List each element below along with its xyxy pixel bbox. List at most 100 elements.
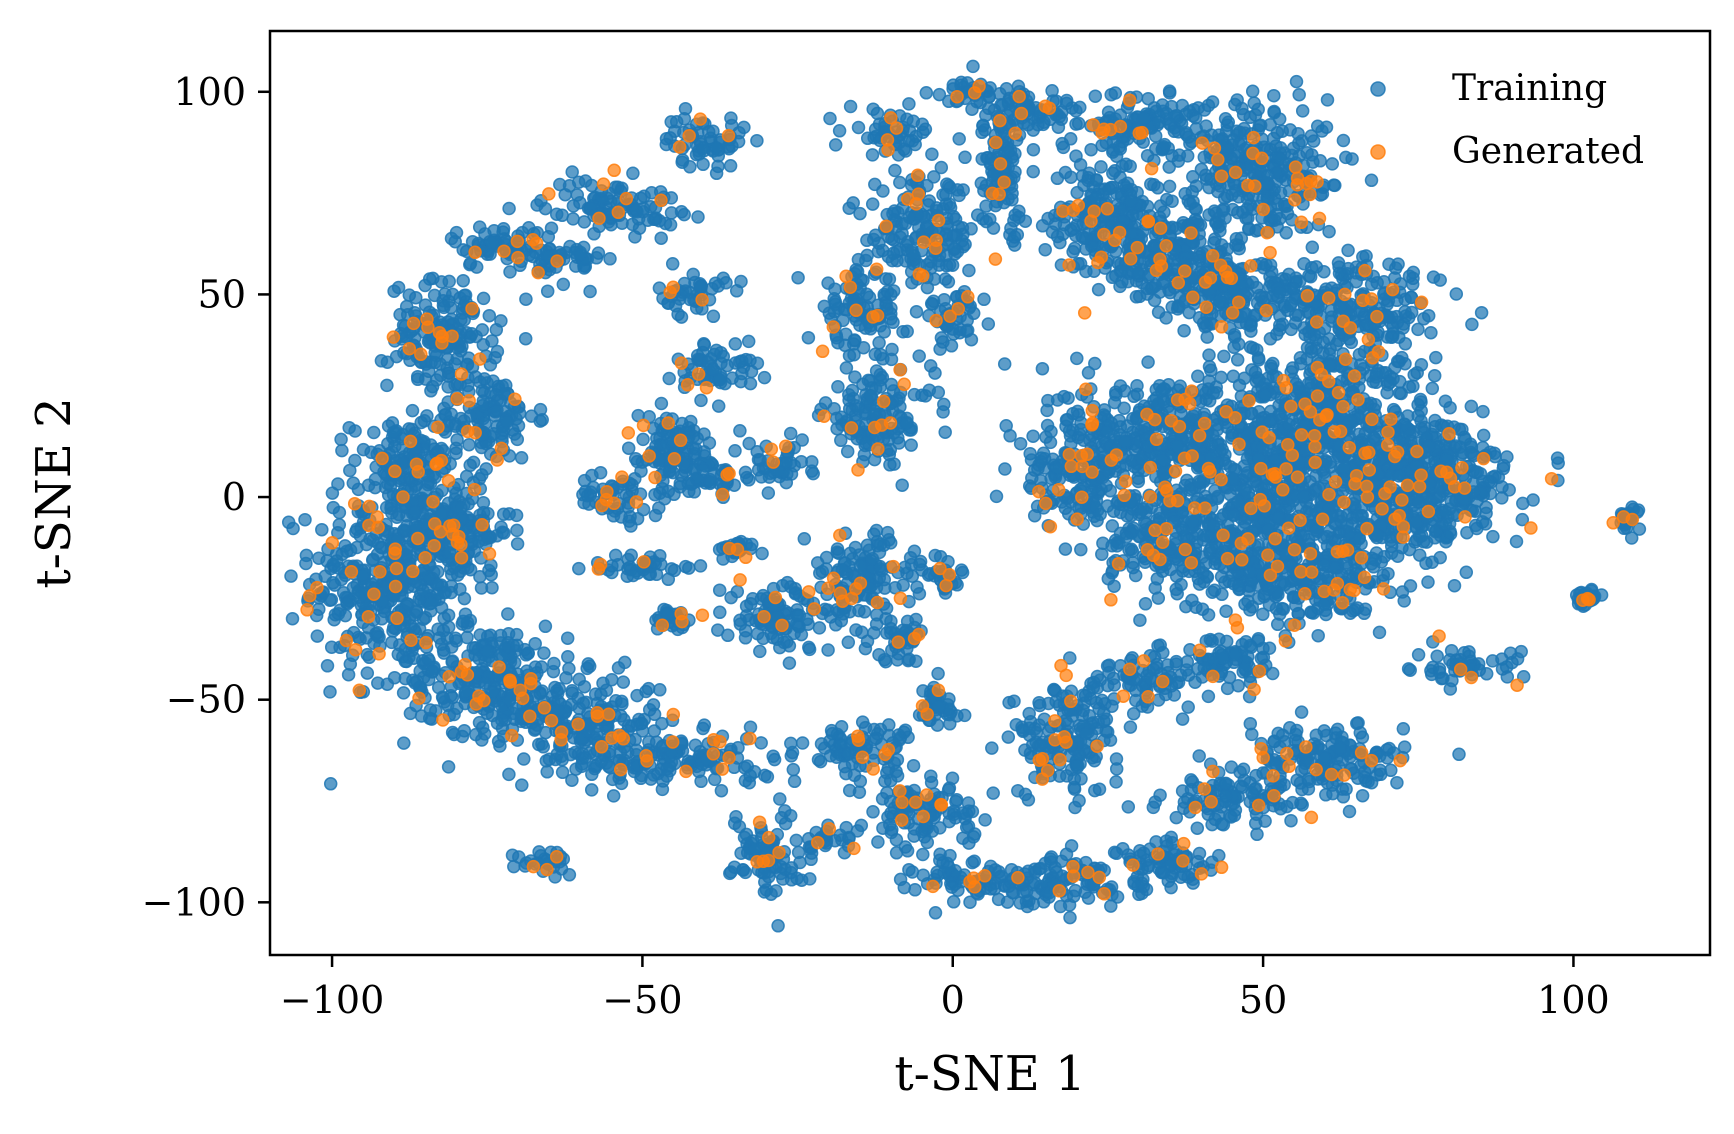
training-point — [1262, 641, 1277, 655]
training-point — [711, 159, 725, 174]
training-point — [538, 725, 553, 740]
training-point — [1170, 439, 1184, 453]
training-point — [517, 752, 531, 766]
training-point — [532, 737, 546, 752]
training-point — [960, 323, 975, 338]
training-point — [946, 209, 961, 224]
training-point — [872, 336, 886, 350]
training-point — [445, 654, 460, 668]
training-point — [418, 298, 433, 312]
training-point — [848, 334, 862, 348]
training-point — [1330, 722, 1345, 737]
training-point — [832, 124, 847, 138]
training-point — [396, 686, 411, 700]
training-point — [616, 675, 631, 689]
training-point — [1118, 434, 1132, 449]
training-point — [753, 644, 767, 659]
training-point — [713, 373, 727, 387]
training-point — [1074, 415, 1088, 430]
training-point — [1192, 749, 1206, 763]
training-point — [696, 141, 711, 155]
training-point — [829, 750, 844, 764]
training-point — [1319, 788, 1333, 802]
training-point — [496, 507, 511, 521]
training-point — [1067, 772, 1082, 786]
training-point — [738, 865, 753, 880]
training-point — [878, 581, 892, 595]
training-point — [605, 672, 619, 687]
training-point — [842, 348, 857, 363]
training-point — [430, 577, 445, 592]
training-point — [453, 344, 468, 358]
training-point — [463, 458, 477, 473]
training-point — [773, 640, 787, 655]
training-point — [949, 289, 964, 304]
training-point — [706, 309, 721, 324]
training-point — [713, 605, 727, 620]
training-point — [678, 559, 693, 574]
training-point — [469, 260, 484, 274]
training-point — [450, 433, 464, 447]
training-point — [789, 833, 804, 848]
training-point — [868, 228, 883, 242]
training-point — [1190, 821, 1205, 835]
training-point — [1373, 763, 1387, 778]
training-point — [848, 370, 862, 384]
training-point — [860, 538, 875, 553]
training-point — [1063, 910, 1077, 925]
training-point — [946, 327, 961, 341]
training-point — [418, 483, 433, 497]
training-point — [764, 887, 778, 901]
training-point — [654, 396, 669, 411]
training-point — [716, 349, 731, 364]
training-point — [1333, 741, 1348, 756]
training-point — [733, 617, 748, 631]
training-point — [853, 558, 868, 573]
training-point — [803, 872, 817, 886]
training-point — [374, 354, 389, 368]
training-point — [540, 765, 554, 779]
training-point — [1191, 854, 1205, 869]
training-point — [493, 739, 507, 753]
training-point — [1233, 779, 1248, 793]
training-point — [346, 476, 361, 490]
training-point — [652, 501, 666, 515]
training-point — [1127, 876, 1141, 891]
training-point — [921, 220, 935, 235]
training-point — [984, 882, 998, 896]
training-point — [1245, 786, 1259, 800]
training-point — [1044, 471, 1058, 486]
training-point — [469, 727, 483, 742]
training-point — [840, 444, 855, 459]
training-point — [403, 706, 418, 721]
training-point — [286, 521, 300, 536]
training-point — [578, 750, 593, 765]
training-point — [310, 629, 325, 643]
training-point — [746, 592, 760, 606]
training-point — [784, 861, 799, 875]
training-point — [869, 523, 884, 538]
training-point — [447, 727, 461, 742]
training-point — [1015, 723, 1030, 737]
training-point — [1156, 865, 1171, 880]
training-point — [509, 508, 524, 523]
training-point — [879, 611, 893, 626]
training-point — [701, 125, 716, 139]
training-point — [1086, 680, 1101, 695]
training-point — [348, 453, 362, 468]
training-point — [1040, 403, 1054, 418]
training-point — [407, 622, 421, 636]
training-point — [1355, 788, 1370, 803]
training-point — [1109, 762, 1124, 776]
training-point — [1181, 700, 1195, 714]
training-point — [559, 671, 573, 685]
training-point — [422, 272, 437, 286]
training-point — [848, 540, 863, 555]
training-point — [810, 556, 825, 570]
training-point — [653, 683, 667, 697]
training-point — [962, 836, 976, 850]
training-point — [1071, 759, 1085, 773]
training-point — [1248, 816, 1263, 831]
training-point — [1218, 777, 1233, 791]
training-point — [348, 424, 362, 438]
